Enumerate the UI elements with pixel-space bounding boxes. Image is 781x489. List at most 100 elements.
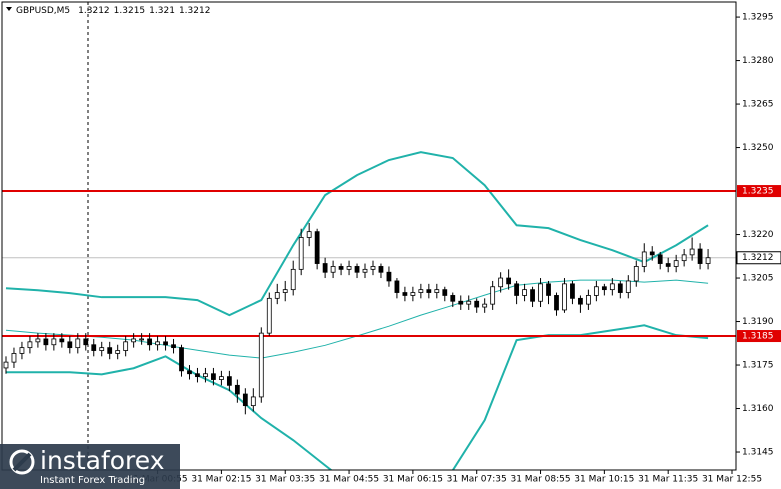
candle-body xyxy=(187,370,192,375)
candle-body xyxy=(458,300,464,305)
plot-area xyxy=(2,2,736,470)
candle-body xyxy=(562,283,567,311)
x-tick-label: 31 Mar 03:35 xyxy=(255,475,315,485)
last-price-label: 1.3212 xyxy=(742,253,774,263)
candle-body xyxy=(386,271,392,282)
candle-body xyxy=(91,344,97,351)
candle-body xyxy=(410,292,416,296)
candle-body xyxy=(657,254,663,264)
candle-body xyxy=(226,376,232,386)
candle-body xyxy=(530,289,535,302)
candle-body xyxy=(362,268,368,273)
candle-body xyxy=(665,263,671,267)
indicator-line xyxy=(5,151,709,317)
y-tick-label: 1.3280 xyxy=(742,56,774,66)
last-price-box xyxy=(736,251,781,265)
candle-body xyxy=(179,347,184,372)
y-tick-label: 1.3145 xyxy=(742,448,774,458)
candle-body xyxy=(203,373,208,378)
candle-body xyxy=(75,338,81,349)
candle-body xyxy=(617,283,623,293)
candle-body xyxy=(522,289,527,296)
candle-body xyxy=(506,277,512,285)
candle-body xyxy=(234,384,240,395)
logo-tagline: Instant Forex Trading xyxy=(40,475,145,486)
level-label-box xyxy=(737,185,781,198)
candle-body xyxy=(705,257,711,264)
candle-body xyxy=(163,341,168,346)
x-tick-label: 31 Mar 02:15 xyxy=(191,475,251,485)
candle-body xyxy=(633,266,639,282)
x-tick-label: 31 Mar 07:35 xyxy=(447,475,507,485)
candle-body xyxy=(490,286,496,305)
candle-body xyxy=(147,338,152,346)
candle-body xyxy=(498,277,504,288)
candle-body xyxy=(474,300,480,308)
candle-body xyxy=(370,266,376,270)
x-tick-label: 31 Mar 08:55 xyxy=(510,475,570,485)
candle-body xyxy=(570,283,575,299)
candle-body xyxy=(593,286,599,296)
candle-body xyxy=(19,347,25,354)
plot-frame xyxy=(1,1,737,471)
candle-body xyxy=(426,289,432,293)
candle-body xyxy=(139,338,145,341)
candle-body xyxy=(35,338,41,343)
y-tick-label: 1.3265 xyxy=(742,100,774,110)
candle-body xyxy=(338,266,344,270)
quote-value: 1.321 xyxy=(149,6,175,16)
candle-body xyxy=(641,251,647,267)
candle-body xyxy=(689,248,695,256)
indicator-line xyxy=(5,324,709,470)
y-tick-label: 1.3220 xyxy=(742,230,774,240)
y-tick-label: 1.3190 xyxy=(742,317,774,327)
candle-body xyxy=(402,292,408,296)
candle-body xyxy=(155,341,160,346)
candle-body xyxy=(123,341,129,351)
candle-body xyxy=(131,338,137,343)
candle-body xyxy=(578,297,583,305)
logo-icon xyxy=(9,449,35,475)
menu-arrow xyxy=(6,7,12,11)
candle-body xyxy=(354,266,360,273)
candle-body xyxy=(442,289,448,296)
level-label: 1.3185 xyxy=(742,332,774,342)
candle-body xyxy=(298,237,304,270)
level-label-box xyxy=(737,330,781,343)
candle-body xyxy=(625,280,631,293)
candle-body xyxy=(219,376,224,380)
quote-value: 1.3215 xyxy=(114,6,146,16)
y-tick-label: 1.3250 xyxy=(742,143,774,153)
candle-body xyxy=(250,396,256,407)
candle-body xyxy=(306,231,312,238)
candle-body xyxy=(538,283,543,302)
quote-value: 1.3212 xyxy=(179,6,211,16)
candle-body xyxy=(83,338,89,346)
candle-body xyxy=(27,341,33,349)
y-tick-label: 1.3160 xyxy=(742,404,774,414)
candle-body xyxy=(67,341,73,349)
logo-brand: instaforex xyxy=(40,446,165,475)
candle-body xyxy=(394,280,400,293)
y-tick-label: 1.3205 xyxy=(742,274,774,284)
candle-body xyxy=(418,289,424,293)
candle-body xyxy=(697,248,703,264)
candle-body xyxy=(482,303,488,308)
candle-body xyxy=(107,347,113,354)
y-tick-label: 1.3295 xyxy=(742,13,774,23)
candle-body xyxy=(51,338,57,346)
candle-body xyxy=(378,266,384,273)
candle-body xyxy=(171,344,176,349)
candle-body xyxy=(673,260,679,267)
quote-value: 1.3212 xyxy=(78,6,110,16)
y-tick-label: 1.3175 xyxy=(742,361,774,371)
candle-body xyxy=(649,251,655,256)
candle-body xyxy=(11,353,17,363)
candle-body xyxy=(99,347,105,351)
candle-body xyxy=(586,295,591,305)
header: GBPUSD,M5 1.3212 1.3215 1.321 1.3212 xyxy=(6,6,210,16)
candle-body xyxy=(346,266,352,270)
chart-title: GBPUSD,M5 1.3212 1.3215 1.321 1.3212 xyxy=(16,6,210,16)
candle-body xyxy=(59,338,65,343)
